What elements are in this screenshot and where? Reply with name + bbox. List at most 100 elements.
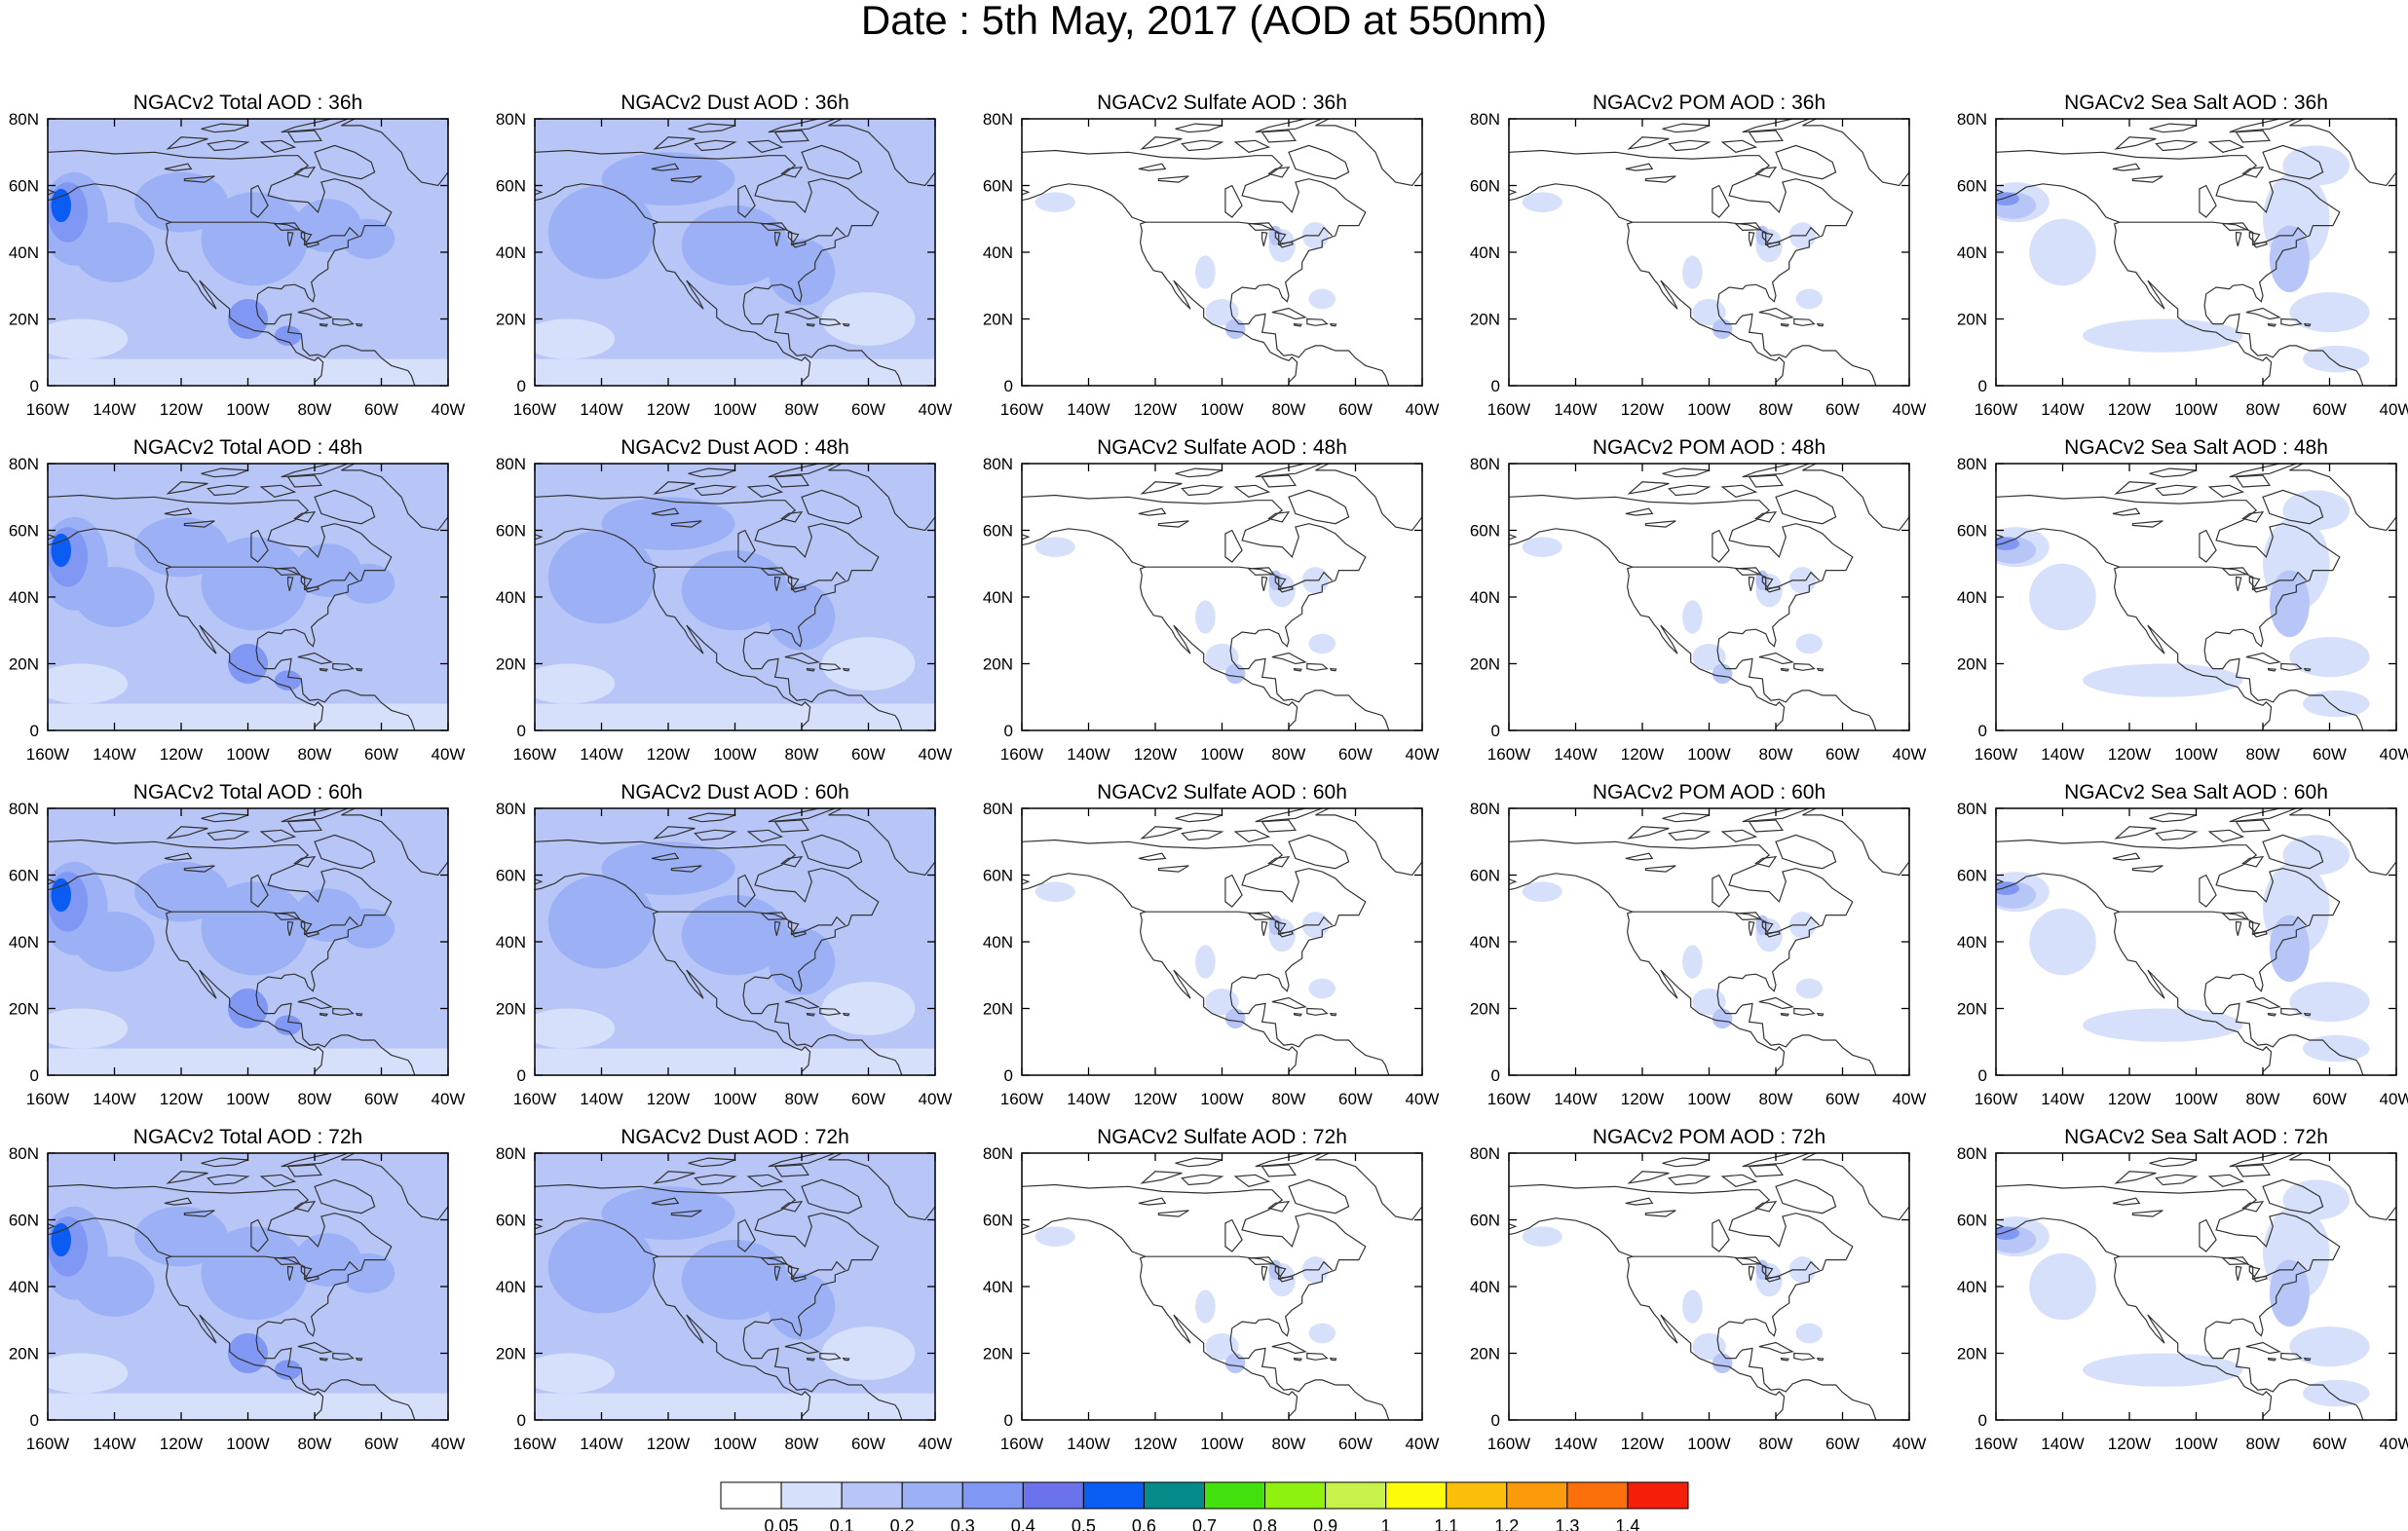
map-panel: 160W 140W 120W 100W 80W 60W 40W 0 20N 40N 60N 80N NG… — [1957, 92, 2408, 419]
coastline-arctic-island — [773, 474, 809, 488]
x-tick-label: 140W — [1067, 1090, 1110, 1108]
aod-field-patch — [341, 1252, 395, 1293]
coastline-greenland — [2289, 808, 2396, 877]
y-tick-label: 20N — [1957, 1000, 1987, 1019]
x-tick-label: 60W — [1338, 745, 1373, 764]
coastline-arctic-island — [1175, 812, 1223, 823]
lake-outline — [787, 576, 800, 588]
y-tick-label: 40N — [9, 588, 39, 607]
x-tick-label: 60W — [364, 1435, 398, 1453]
coastline-caribbean-island — [2245, 307, 2281, 320]
x-tick-label: 40W — [1893, 1090, 1927, 1108]
x-tick-label: 120W — [647, 745, 690, 764]
lake-outline — [1712, 1218, 1730, 1252]
aod-field-patch — [2083, 1008, 2243, 1042]
coastline-arctic-island — [1267, 855, 1291, 868]
coastline-caribbean-island — [1816, 667, 1825, 672]
map-background — [1509, 1153, 1909, 1420]
y-tick-label: 80N — [9, 110, 39, 129]
y-tick-label: 0 — [1978, 377, 1987, 395]
coastline-arctic-island — [207, 139, 250, 152]
lake-outline — [183, 520, 215, 528]
aod-field-patch — [274, 325, 302, 346]
lake-outline — [1224, 874, 1243, 908]
lake-outline — [670, 865, 702, 873]
coastline-arctic-island — [1775, 144, 1837, 180]
coastline-north-america — [1509, 149, 1877, 386]
coastline-arctic-island — [1668, 1174, 1712, 1186]
aod-field-patch — [274, 1360, 302, 1380]
aod-field-patch — [74, 1256, 155, 1317]
aod-field-patch — [2083, 663, 2243, 697]
lake-outline — [737, 529, 756, 563]
coastline-arctic-island — [2149, 123, 2197, 133]
coastline-arctic-island — [2207, 484, 2245, 498]
aod-field-patch — [2303, 1034, 2370, 1063]
coastline-greenland — [1315, 464, 1422, 532]
us-canada-border — [1145, 566, 1333, 591]
coastline-north-america — [1022, 149, 1390, 386]
y-tick-label: 40N — [496, 1278, 526, 1296]
lake-outline — [250, 874, 269, 908]
y-tick-label: 40N — [496, 243, 526, 262]
x-tick-label: 160W — [1487, 400, 1530, 419]
coastline-greenland — [1315, 1153, 1422, 1221]
aod-field-patch — [1795, 288, 1823, 310]
x-tick-label: 120W — [2108, 745, 2151, 764]
coastline-arctic-island — [780, 1200, 804, 1213]
coastline-arctic-island — [2235, 130, 2271, 143]
x-tick-label: 80W — [1759, 400, 1793, 419]
coastline-arctic-island — [688, 1157, 735, 1168]
lake-outline — [287, 920, 294, 936]
x-tick-label: 120W — [647, 1090, 690, 1108]
x-tick-label: 120W — [1134, 1435, 1177, 1453]
lake-outline — [1644, 1210, 1676, 1217]
coastline-caribbean-island — [842, 322, 850, 327]
x-tick-label: 100W — [226, 1090, 269, 1108]
coastline-caribbean-island — [1271, 652, 1307, 665]
coastlines — [1022, 808, 1422, 1075]
coastline-arctic-island — [768, 808, 836, 823]
x-tick-label: 120W — [1134, 400, 1177, 419]
coastlines — [48, 464, 448, 730]
coastlines — [535, 464, 935, 730]
x-tick-label: 140W — [93, 1090, 135, 1108]
map-background — [1022, 808, 1422, 1075]
coastline-arctic-island — [2149, 812, 2197, 823]
aod-field-patch — [821, 637, 916, 691]
x-tick-label: 120W — [1621, 1435, 1664, 1453]
coastline-arctic-island — [1260, 1164, 1297, 1177]
lake-outline — [287, 576, 294, 591]
coastline-caribbean-island — [2280, 317, 2303, 326]
panel-title: NGACv2 Sulfate AOD : 48h — [1097, 436, 1347, 459]
coastline-arctic-island — [1720, 829, 1758, 842]
lake-outline — [1749, 1265, 1755, 1281]
coastline-north-america — [1022, 494, 1390, 730]
aod-field-patch — [2289, 637, 2370, 678]
coastline-arctic-island — [653, 826, 696, 840]
panel-title: NGACv2 Total AOD : 60h — [133, 781, 362, 803]
coastline-arctic-island — [1255, 119, 1323, 133]
map-panel: 160W 140W 120W 100W 80W 60W 40W 0 20N 40N 60N 80N NG… — [496, 436, 953, 764]
coastline-caribbean-island — [319, 1012, 328, 1017]
aod-field-patch — [2269, 570, 2310, 638]
x-tick-label: 140W — [580, 400, 622, 419]
panel-title: NGACv2 Sea Salt AOD : 60h — [2064, 781, 2328, 803]
panel-title: NGACv2 Dust AOD : 36h — [621, 92, 849, 114]
x-tick-label: 60W — [2313, 745, 2347, 764]
lake-outline — [164, 163, 193, 171]
lake-outline — [1224, 1218, 1243, 1252]
y-tick-label: 40N — [1470, 933, 1500, 952]
lake-outline — [300, 920, 313, 933]
us-canada-border — [658, 1255, 846, 1281]
coastline-arctic-island — [2262, 489, 2324, 525]
coastline-arctic-island — [286, 130, 322, 143]
coastline-arctic-island — [259, 829, 297, 842]
y-tick-label: 60N — [496, 1212, 526, 1230]
coastline-arctic-island — [1775, 834, 1837, 870]
coastline-arctic-island — [1627, 481, 1670, 495]
us-canada-border — [1145, 221, 1333, 246]
aod-field-patch — [51, 533, 71, 568]
x-tick-label: 140W — [93, 400, 135, 419]
x-tick-label: 120W — [1621, 745, 1664, 764]
